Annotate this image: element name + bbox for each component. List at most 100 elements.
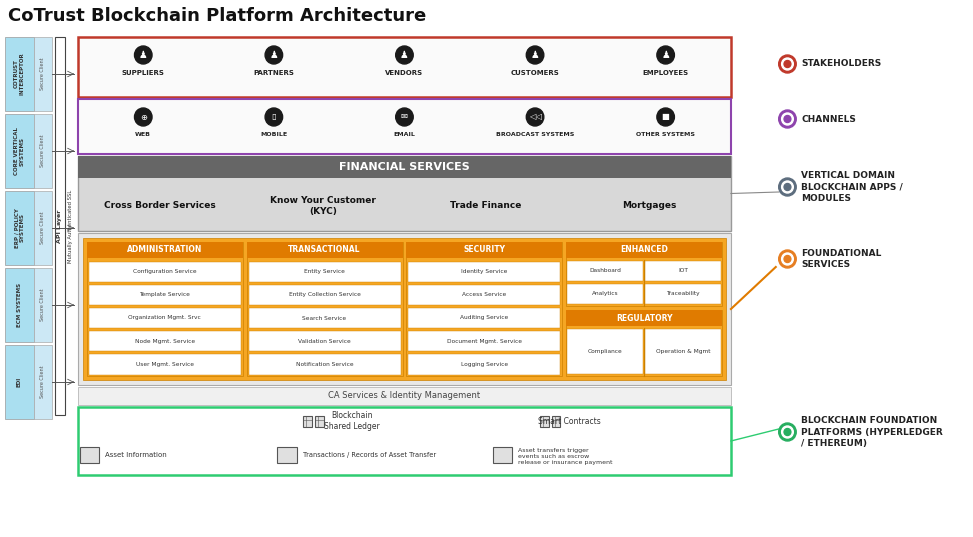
Text: Blockchain
Shared Ledger: Blockchain Shared Ledger [324, 411, 380, 431]
Text: OTHER SYSTEMS: OTHER SYSTEMS [636, 132, 695, 136]
Text: Secure Client: Secure Client [41, 212, 46, 244]
Text: Search Service: Search Service [303, 316, 346, 321]
FancyBboxPatch shape [54, 37, 65, 415]
Text: Node Mgmt. Service: Node Mgmt. Service [134, 339, 195, 344]
FancyBboxPatch shape [248, 354, 401, 374]
Text: Mutually Authenticated SSL: Mutually Authenticated SSL [68, 190, 73, 263]
Text: Organization Mgmt. Srvc: Organization Mgmt. Srvc [128, 316, 201, 321]
Text: User Mgmt. Service: User Mgmt. Service [135, 362, 194, 367]
Circle shape [134, 108, 152, 126]
Text: Transactions / Records of Asset Transfer: Transactions / Records of Asset Transfer [303, 452, 436, 458]
Text: ✉: ✉ [401, 112, 408, 121]
FancyBboxPatch shape [89, 331, 240, 351]
FancyBboxPatch shape [89, 354, 240, 374]
FancyBboxPatch shape [552, 416, 560, 427]
Text: CA Services & Identity Management: CA Services & Identity Management [329, 391, 481, 401]
Circle shape [396, 108, 414, 126]
Text: ■: ■ [662, 112, 669, 121]
FancyBboxPatch shape [409, 262, 560, 282]
Text: Traceability: Traceability [667, 291, 700, 296]
FancyBboxPatch shape [89, 262, 240, 282]
FancyBboxPatch shape [34, 191, 52, 265]
Text: EMPLOYEES: EMPLOYEES [642, 70, 689, 76]
FancyBboxPatch shape [78, 156, 731, 231]
Text: VENDORS: VENDORS [385, 70, 423, 76]
FancyBboxPatch shape [87, 242, 242, 376]
FancyBboxPatch shape [78, 387, 731, 405]
Text: Operation & Mgmt: Operation & Mgmt [656, 349, 710, 354]
Circle shape [526, 108, 544, 126]
Text: FOUNDATIONAL
SERVICES: FOUNDATIONAL SERVICES [801, 249, 882, 270]
FancyBboxPatch shape [248, 262, 401, 282]
FancyBboxPatch shape [645, 284, 721, 304]
Text: ♟: ♟ [270, 50, 278, 60]
FancyBboxPatch shape [78, 156, 731, 178]
Text: PARTNERS: PARTNERS [253, 70, 294, 76]
Text: ♟: ♟ [139, 50, 148, 60]
FancyBboxPatch shape [89, 285, 240, 305]
Text: Compliance: Compliance [588, 349, 623, 354]
FancyBboxPatch shape [246, 242, 403, 376]
FancyBboxPatch shape [566, 242, 722, 306]
Circle shape [778, 178, 796, 196]
FancyBboxPatch shape [5, 114, 34, 188]
Text: Document Mgmt. Service: Document Mgmt. Service [447, 339, 522, 344]
FancyBboxPatch shape [407, 242, 562, 258]
FancyBboxPatch shape [5, 345, 34, 419]
FancyBboxPatch shape [304, 416, 312, 427]
FancyBboxPatch shape [409, 331, 560, 351]
Text: Secure Client: Secure Client [41, 57, 46, 90]
Circle shape [784, 115, 791, 122]
Text: Analytics: Analytics [592, 291, 619, 296]
Circle shape [778, 423, 796, 441]
FancyBboxPatch shape [567, 329, 643, 374]
FancyBboxPatch shape [78, 407, 731, 475]
FancyBboxPatch shape [87, 242, 242, 258]
FancyBboxPatch shape [34, 114, 52, 188]
FancyBboxPatch shape [246, 242, 403, 258]
Text: TRANSACTIONAL: TRANSACTIONAL [288, 245, 361, 255]
Circle shape [784, 256, 791, 263]
FancyBboxPatch shape [566, 242, 722, 258]
FancyBboxPatch shape [5, 37, 34, 111]
Text: EDI: EDI [17, 377, 22, 387]
Text: Cross Border Services: Cross Border Services [104, 201, 215, 211]
Text: Smart Contracts: Smart Contracts [538, 417, 600, 425]
Text: REGULATORY: REGULATORY [616, 314, 672, 323]
FancyBboxPatch shape [567, 260, 643, 281]
FancyBboxPatch shape [248, 308, 401, 328]
Circle shape [657, 108, 674, 126]
Text: BLOCKCHAIN FOUNDATION
PLATFORMS (HYPERLEDGER
/ ETHEREUM): BLOCKCHAIN FOUNDATION PLATFORMS (HYPERLE… [801, 416, 943, 448]
FancyBboxPatch shape [78, 233, 731, 385]
Text: Trade Finance: Trade Finance [450, 201, 522, 211]
Circle shape [396, 46, 414, 64]
FancyBboxPatch shape [78, 37, 731, 97]
FancyBboxPatch shape [407, 242, 562, 376]
Text: Know Your Customer
(KYC): Know Your Customer (KYC) [270, 196, 376, 216]
FancyBboxPatch shape [5, 191, 34, 265]
FancyBboxPatch shape [248, 331, 401, 351]
Text: ENHANCED: ENHANCED [620, 245, 668, 255]
Text: Template Service: Template Service [139, 292, 190, 297]
Text: ADMINISTRATION: ADMINISTRATION [127, 245, 202, 255]
FancyBboxPatch shape [248, 285, 401, 305]
Text: ♟: ♟ [400, 50, 409, 60]
Text: Asset transfers trigger
events such as escrow
release or insurance payment: Asset transfers trigger events such as e… [518, 448, 612, 466]
Text: SUPPLIERS: SUPPLIERS [122, 70, 164, 76]
Circle shape [265, 46, 282, 64]
Text: CORE VERTICAL
SYSTEMS: CORE VERTICAL SYSTEMS [14, 127, 25, 175]
Text: CHANNELS: CHANNELS [801, 114, 856, 124]
Text: VERTICAL DOMAIN
BLOCKCHAIN APPS /
MODULES: VERTICAL DOMAIN BLOCKCHAIN APPS / MODULE… [801, 171, 903, 204]
FancyBboxPatch shape [409, 285, 560, 305]
Circle shape [781, 113, 793, 125]
Text: BROADCAST SYSTEMS: BROADCAST SYSTEMS [496, 132, 574, 136]
FancyBboxPatch shape [409, 354, 560, 374]
Circle shape [784, 429, 791, 436]
Circle shape [784, 61, 791, 68]
FancyBboxPatch shape [409, 308, 560, 328]
FancyBboxPatch shape [89, 308, 240, 328]
Circle shape [781, 253, 793, 265]
FancyBboxPatch shape [5, 268, 34, 342]
Circle shape [778, 250, 796, 268]
Text: Auditing Service: Auditing Service [460, 316, 509, 321]
